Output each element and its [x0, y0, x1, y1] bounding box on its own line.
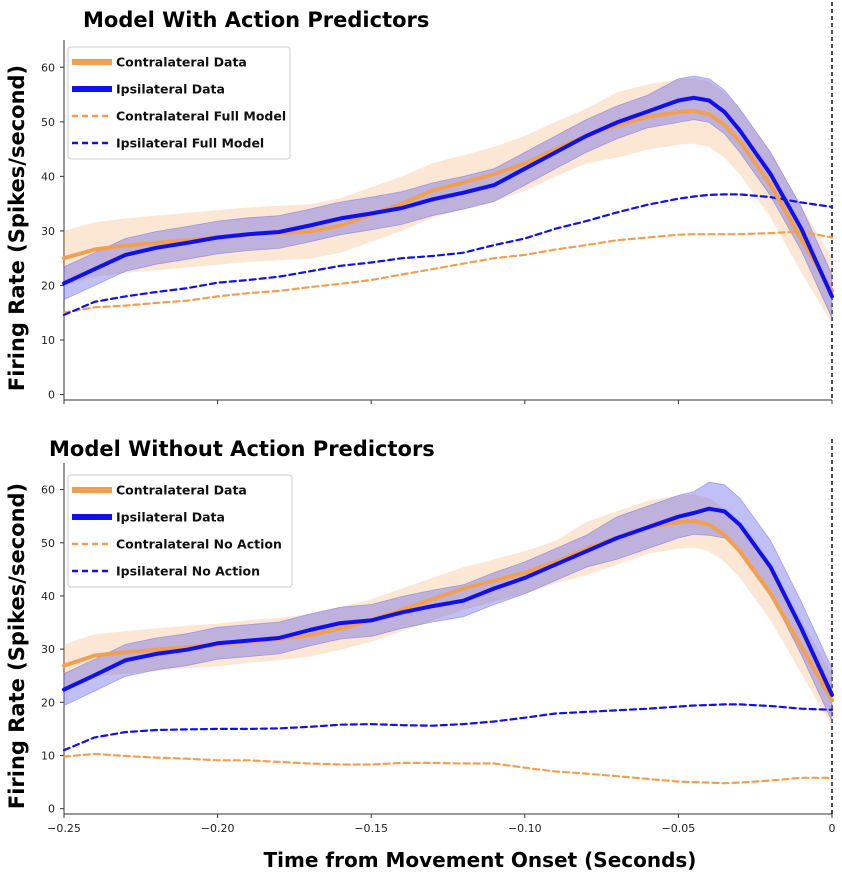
legend-label: Ipsilateral Full Model — [116, 136, 264, 151]
x-tick-label: −0.20 — [201, 822, 235, 835]
y-tick-label: 40 — [41, 590, 55, 603]
legend-box — [67, 474, 293, 588]
x-tick-label: −0.05 — [662, 822, 696, 835]
legend-label: Contralateral Full Model — [116, 109, 286, 124]
series-line — [62, 703, 834, 752]
y-tick-label: 30 — [41, 225, 55, 238]
series-line — [62, 752, 834, 785]
panel-without-action-predictors: Model Without Action Predictors Firing R… — [5, 437, 836, 835]
legend-label: Ipsilateral Data — [116, 82, 225, 97]
y-tick-label: 20 — [41, 696, 55, 709]
y-tick-label: 0 — [48, 389, 55, 402]
chart-title: Model With Action Predictors — [83, 8, 429, 32]
legend-label: Contralateral Data — [116, 483, 247, 498]
y-tick-label: 60 — [41, 61, 55, 74]
x-tick-label: 0 — [829, 822, 836, 835]
plot-area: 0 10 20 30 40 50 60 −0.25 −0.20 −0.15 −0.10 −0.05 0 C… — [41, 439, 836, 835]
y-tick-label: 30 — [41, 643, 55, 656]
y-tick-label: 60 — [41, 484, 55, 497]
legend: Contralateral Data Ipsilateral Data Contra… — [67, 46, 291, 160]
panel-with-action-predictors: Model With Action Predictors Firing Rate… — [5, 2, 834, 404]
legend-box — [67, 46, 291, 160]
y-tick-label: 10 — [41, 750, 55, 763]
y-axis-label: Firing Rate (Spikes/second) — [5, 483, 29, 809]
legend-label: Contralateral Data — [116, 55, 247, 70]
legend-label: Ipsilateral No Action — [116, 564, 260, 579]
confidence-band — [64, 78, 832, 324]
series-line — [62, 193, 834, 316]
legend-label: Contralateral No Action — [116, 537, 282, 552]
x-axis-label: Time from Movement Onset (Seconds) — [264, 848, 697, 872]
x-tick-label: −0.25 — [47, 822, 81, 835]
y-tick-label: 0 — [48, 803, 55, 816]
y-tick-label: 40 — [41, 170, 55, 183]
y-tick-label: 50 — [41, 537, 55, 550]
chart-title: Model Without Action Predictors — [49, 437, 435, 461]
legend: Contralateral Data Ipsilateral Data Contra… — [67, 474, 293, 588]
series-line — [62, 230, 834, 314]
x-tick-label: −0.10 — [508, 822, 542, 835]
series-line — [62, 506, 834, 697]
y-tick-label: 10 — [41, 334, 55, 347]
plot-area: 0 10 20 30 40 50 60 Contralateral Data Ipsilater… — [41, 2, 834, 404]
y-axis-label: Firing Rate (Spikes/second) — [5, 65, 29, 391]
legend-label: Ipsilateral Data — [116, 510, 225, 525]
y-tick-label: 50 — [41, 116, 55, 129]
y-tick-label: 20 — [41, 279, 55, 292]
confidence-band — [64, 494, 832, 727]
series-line — [62, 95, 834, 299]
x-tick-label: −0.15 — [354, 822, 388, 835]
